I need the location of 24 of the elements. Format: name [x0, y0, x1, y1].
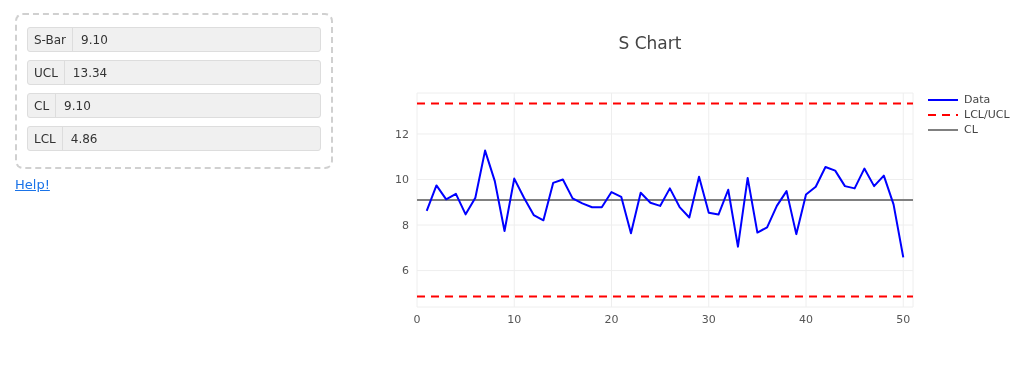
- y-tick-label: 12: [395, 127, 409, 141]
- text: 13.34: [71, 64, 109, 82]
- text: S-Bar: [28, 28, 74, 51]
- x-tick-label: 30: [701, 312, 716, 326]
- x-tick-label: 20: [604, 312, 619, 326]
- legend-label: CL: [964, 123, 978, 136]
- text: CL: [28, 94, 57, 117]
- x-tick-label: 10: [507, 312, 522, 326]
- text: 9.10: [63, 97, 92, 115]
- x-tick-label: 50: [896, 312, 911, 326]
- text: Help!: [15, 177, 51, 192]
- x-tick-label: 0: [413, 312, 421, 326]
- text: UCL: [28, 61, 65, 84]
- y-tick-label: 6: [402, 264, 409, 278]
- y-tick-label: 8: [402, 218, 409, 232]
- line-series: [425, 149, 905, 259]
- text: LCL: [28, 127, 63, 150]
- legend-label: Data: [964, 93, 991, 106]
- y-tick-label: 10: [395, 173, 409, 187]
- legend-label: LCL/UCL: [964, 108, 1010, 121]
- text: 4.86: [69, 130, 99, 148]
- text: 9.10: [80, 31, 109, 49]
- chart-title: S Chart: [617, 33, 683, 53]
- x-tick-label: 40: [799, 312, 814, 326]
